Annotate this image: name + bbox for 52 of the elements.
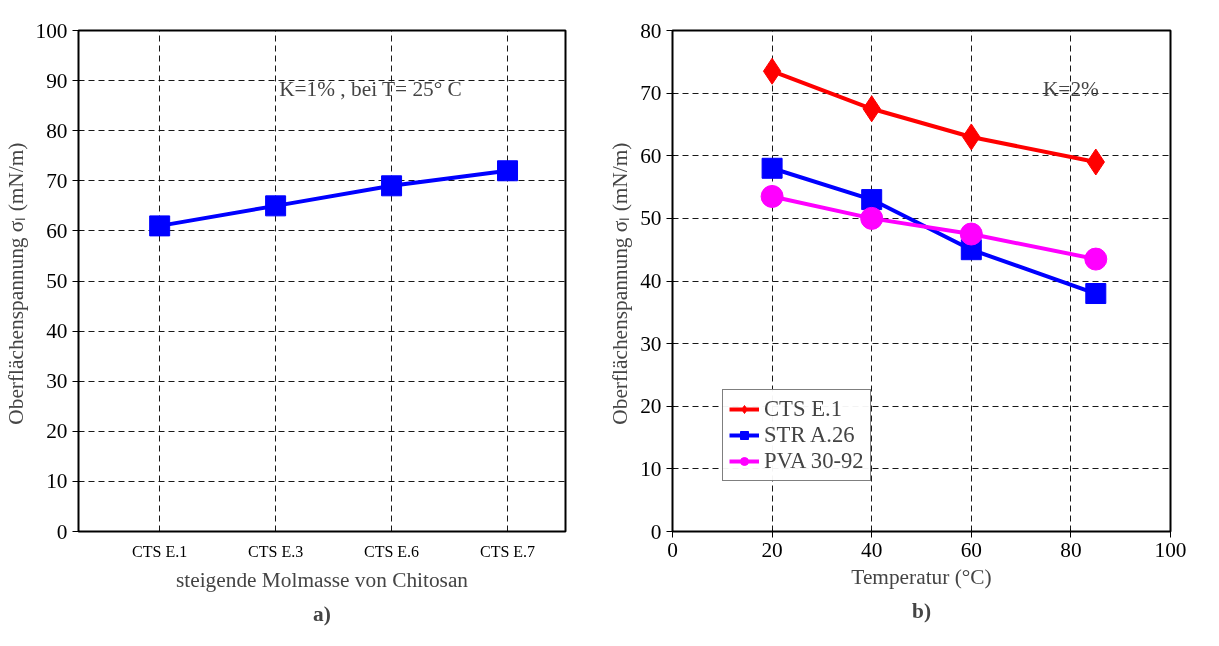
legend-label: STR A.26 bbox=[764, 422, 855, 448]
y-tick-label: 70 bbox=[640, 81, 662, 106]
y-tick-label: 10 bbox=[640, 456, 662, 481]
point bbox=[1084, 247, 1108, 271]
y-tick-label: 30 bbox=[640, 331, 662, 356]
legend-label: PVA 30-92 bbox=[764, 448, 864, 474]
y-tick-label: 0 bbox=[56, 519, 68, 544]
point bbox=[497, 160, 519, 182]
point bbox=[959, 222, 983, 246]
y-tick-label: 20 bbox=[640, 394, 662, 419]
point bbox=[149, 215, 171, 237]
y-tick-label: 60 bbox=[640, 143, 662, 168]
x-tick-label: 20 bbox=[761, 537, 783, 562]
x-tick-label: 60 bbox=[960, 537, 982, 562]
x-tick-label: 100 bbox=[1154, 537, 1187, 562]
point bbox=[1085, 283, 1107, 305]
x-axis-title: steigende Molmasse von Chitosan bbox=[175, 567, 469, 592]
y-tick-label: 10 bbox=[46, 469, 68, 494]
y-tick-label: 60 bbox=[46, 218, 68, 243]
x-tick-label: 0 bbox=[667, 537, 678, 562]
x-tick-label: CTS E.3 bbox=[248, 542, 304, 560]
point bbox=[381, 175, 403, 197]
x-tick-label: CTS E.7 bbox=[479, 542, 536, 560]
y-tick-label: 40 bbox=[46, 319, 68, 344]
y-tick-label: 80 bbox=[46, 118, 68, 143]
x-tick-label: 80 bbox=[1060, 537, 1082, 562]
y-tick-label: 80 bbox=[640, 18, 662, 43]
text: a) bbox=[313, 601, 331, 626]
y-axis-title: Oberflächenspannung σₗ (mN/m) bbox=[3, 142, 28, 425]
y-axis-title: Oberflächenspannung σₗ (mN/m) bbox=[608, 142, 633, 425]
point bbox=[265, 195, 287, 217]
y-tick-label: 90 bbox=[46, 68, 68, 93]
legend-label: CTS E.1 bbox=[764, 396, 843, 422]
y-tick-label: 40 bbox=[640, 269, 662, 293]
y-tick-label: 0 bbox=[650, 519, 662, 544]
point bbox=[761, 157, 783, 179]
y-tick-label: 50 bbox=[640, 206, 662, 231]
point bbox=[762, 57, 782, 85]
x-tick-label: CTS E.6 bbox=[364, 542, 420, 560]
y-tick-label: 20 bbox=[46, 419, 68, 444]
point bbox=[760, 184, 784, 208]
x-tick-label: CTS E.1 bbox=[132, 542, 188, 560]
point bbox=[860, 206, 884, 230]
point bbox=[861, 189, 883, 211]
y-tick-label: 100 bbox=[35, 18, 68, 43]
annotation: K=1% , bei T= 25° C bbox=[279, 76, 462, 101]
y-tick-label: 30 bbox=[46, 369, 68, 394]
y-tick-label: 50 bbox=[46, 269, 68, 293]
x-tick-label: 40 bbox=[861, 537, 883, 562]
text: b) bbox=[912, 598, 931, 623]
y-tick-label: 70 bbox=[46, 168, 68, 193]
x-axis-title: Temperatur (°C) bbox=[851, 564, 992, 589]
